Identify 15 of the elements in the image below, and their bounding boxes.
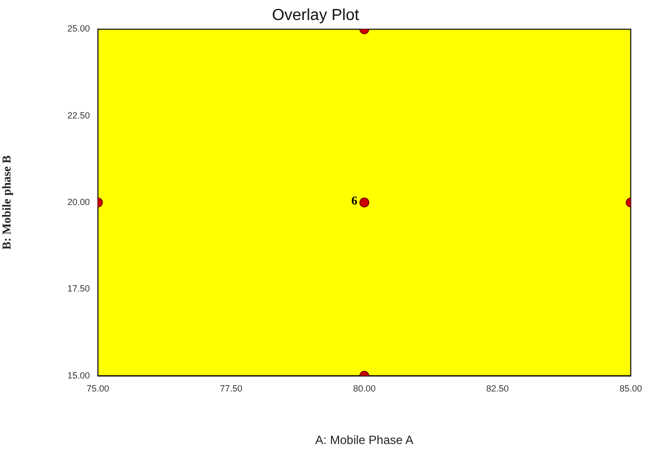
x-tick-label: 75.00: [86, 384, 110, 394]
y-axis-title: B: Mobile phase B: [0, 155, 14, 250]
x-tick-label: 85.00: [619, 384, 642, 394]
y-tick-label: 17.50: [67, 284, 90, 294]
y-tick-label: 22.50: [67, 110, 90, 120]
annotation: 6: [351, 194, 358, 208]
y-tick-label: 15.00: [67, 370, 90, 380]
x-tick-label: 82.50: [486, 384, 509, 394]
y-tick-label: 20.00: [67, 196, 90, 207]
x-axis-title: A: Mobile Phase A: [315, 433, 414, 448]
y-tick-label: 25.00: [67, 24, 90, 34]
chart-title: Overlay Plot: [272, 7, 360, 24]
point: [359, 198, 370, 208]
x-tick-label: 80.00: [353, 384, 376, 394]
x-tick-label: 77.50: [220, 384, 242, 394]
